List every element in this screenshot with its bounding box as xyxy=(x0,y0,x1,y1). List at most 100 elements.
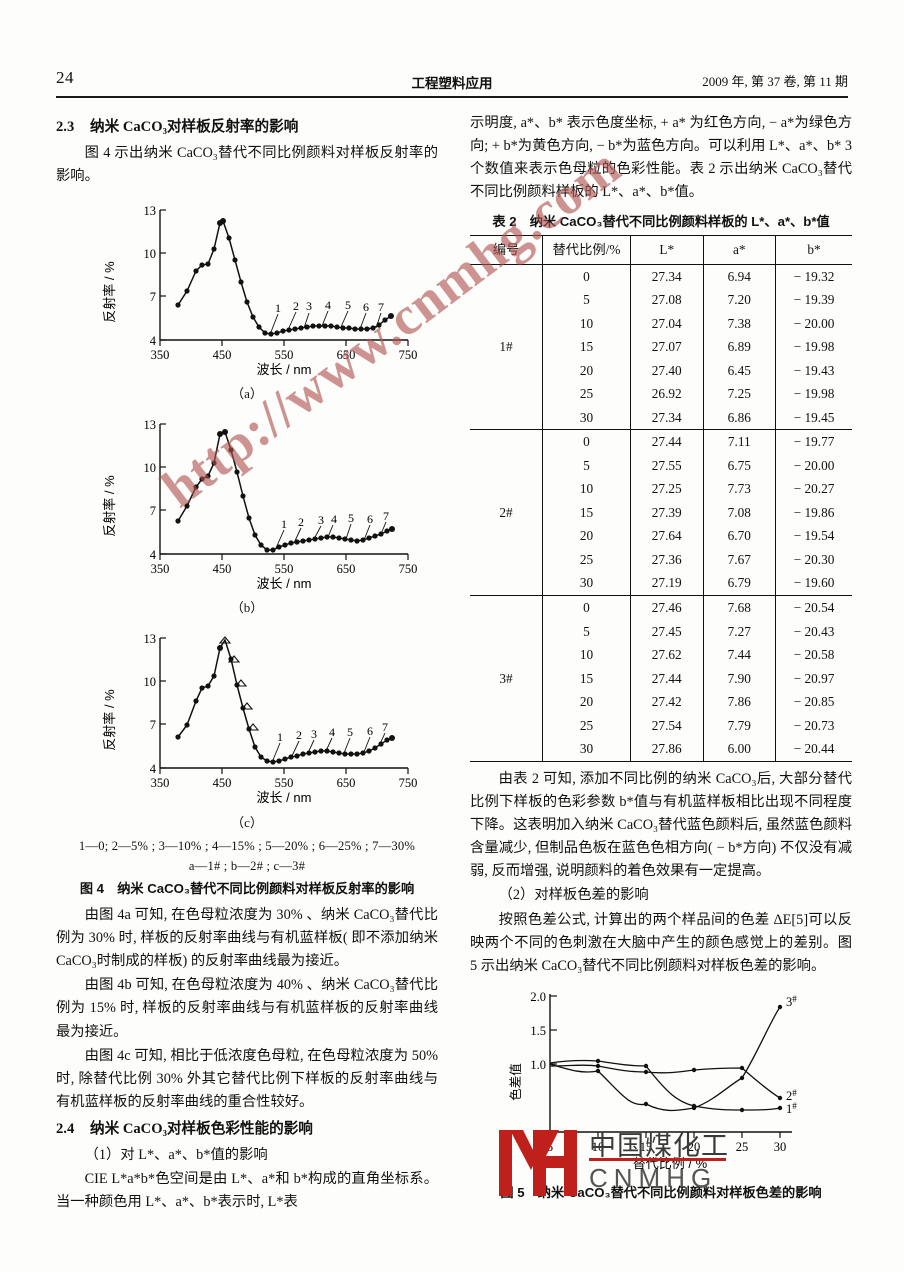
cell-a: 6.79 xyxy=(702,571,776,596)
cell-b: − 20.43 xyxy=(775,619,852,644)
cell-a: 7.38 xyxy=(702,311,776,336)
cell-ratio: 0 xyxy=(542,595,631,620)
svg-text:5: 5 xyxy=(345,298,351,312)
svg-text:4: 4 xyxy=(150,334,157,348)
col-header-ratio: 替代比例/% xyxy=(542,235,631,265)
table-row: 2# 0 27.44 7.11 − 19.77 xyxy=(470,429,852,520)
cell-L: 27.08 xyxy=(629,288,704,312)
cell-L: 27.64 xyxy=(629,524,704,548)
cell-ratio: 25 xyxy=(542,547,631,572)
paragraph-fig4a: 由图 4a 可知, 在色母粒浓度为 30% 、纳米 CaCO₃替代比例为 30%… xyxy=(56,906,438,970)
cell-b: − 19.43 xyxy=(775,358,852,383)
cell-b: − 19.45 xyxy=(775,405,852,430)
cell-a: 7.11 xyxy=(702,429,776,454)
cell-ratio: 30 xyxy=(542,737,631,762)
cell-a: 6.45 xyxy=(702,358,776,383)
cell-ratio: 10 xyxy=(542,643,631,667)
table-row: 5 27.08 7.20 − 19.39 xyxy=(470,288,852,312)
series-label-2: 2# xyxy=(786,1088,797,1103)
cell-L: 27.40 xyxy=(629,358,704,383)
paragraph-item-1: （1）对 L*、a*、b*值的影响 xyxy=(84,1146,268,1163)
table-row: 15 27.39 7.08 − 19.86 xyxy=(470,500,852,525)
svg-text:7: 7 xyxy=(378,300,384,314)
cell-L: 27.44 xyxy=(629,429,704,454)
figure5-caption: 图 5 纳米 CaCO₃替代不同比例颜料对样板色差的影响 xyxy=(500,1185,822,1201)
figure4-legend-line1: 1—0; 2—5% ; 3—10% ; 4—15% ; 5—20% ; 6—25… xyxy=(78,838,416,853)
cell-a: 7.79 xyxy=(702,713,776,738)
group-label: 1# xyxy=(499,339,513,355)
svg-text:6: 6 xyxy=(367,724,373,738)
table-row: 30 27.86 6.00 − 20.44 xyxy=(470,737,852,762)
cell-a: 7.08 xyxy=(702,500,776,525)
cell-a: 6.86 xyxy=(702,405,776,430)
page-number: 24 xyxy=(56,68,74,87)
svg-text:2: 2 xyxy=(298,515,304,529)
x-axis-label: 替代比例 / % xyxy=(633,1156,708,1171)
cell-ratio: 25 xyxy=(542,382,631,406)
cell-b: − 19.98 xyxy=(775,382,852,406)
svg-text:7: 7 xyxy=(150,718,156,732)
svg-text:550: 550 xyxy=(275,562,294,576)
cell-L: 27.86 xyxy=(629,737,704,762)
header-rule xyxy=(56,96,848,98)
cell-ratio: 5 xyxy=(542,453,631,478)
cell-a: 7.68 xyxy=(702,595,776,620)
cell-b: − 20.44 xyxy=(775,737,852,762)
section-heading-2-4: 2.4 纳米 CaCO₃对样板色彩性能的影响 xyxy=(56,1118,438,1142)
spectrum-curve xyxy=(177,431,393,551)
paragraph-fig4b: 由图 4b 可知, 在色母粒浓度为 40% 、纳米 CaCO₃替代比例为 15%… xyxy=(56,977,438,1040)
x-axis-label: 波长 / nm xyxy=(257,576,312,591)
cell-a: 7.67 xyxy=(702,547,776,572)
cell-ratio: 5 xyxy=(542,288,631,312)
spectrum-markers xyxy=(175,217,394,337)
cell-a: 6.00 xyxy=(702,737,776,762)
svg-text:1: 1 xyxy=(281,517,287,531)
cell-L: 27.25 xyxy=(629,477,704,501)
x-tick-labels: 350 450 550 650 750 xyxy=(151,776,418,790)
table-row: 10 27.04 7.38 − 20.00 xyxy=(470,311,852,336)
page-header: 24 工程塑料应用 2009 年, 第 37 卷, 第 11 期 xyxy=(56,66,848,100)
table-row: 5 27.55 6.75 − 20.00 xyxy=(470,453,852,478)
table-row: 20 27.42 7.86 − 20.85 xyxy=(470,690,852,714)
series-2-curve xyxy=(549,1064,781,1099)
figure4-caption: 图 4 纳米 CaCO₃替代不同比例颜料对样板反射率的影响 xyxy=(79,881,415,897)
table-row: 20 27.40 6.45 − 19.43 xyxy=(470,358,852,383)
svg-text:10: 10 xyxy=(144,461,157,475)
cell-a: 7.20 xyxy=(702,288,776,312)
issue-info: 2009 年, 第 37 卷, 第 11 期 xyxy=(702,74,848,89)
cell-a: 6.89 xyxy=(702,335,776,359)
subcaption-b: （b） xyxy=(230,600,264,616)
cell-a: 7.25 xyxy=(702,382,776,406)
group-label: 3# xyxy=(499,670,513,686)
svg-text:3: 3 xyxy=(306,299,312,313)
table-2-caption: 表 2 纳米 CaCO₃替代不同比例颜料样板的 L*、a*、b*值 xyxy=(492,213,830,229)
col-header-b: b* xyxy=(775,235,852,265)
cell-b: − 20.00 xyxy=(775,311,852,336)
cell-L: 27.36 xyxy=(629,547,704,572)
cell-a: 6.94 xyxy=(702,264,776,289)
cell-ratio: 0 xyxy=(542,429,631,454)
series-label-3: 3# xyxy=(786,994,797,1009)
svg-text:1: 1 xyxy=(277,730,283,744)
svg-text:2.0: 2.0 xyxy=(530,990,546,1004)
cell-L: 27.39 xyxy=(629,500,704,525)
figure-4: 反射率 / % 13 10 7 4 xyxy=(56,192,438,900)
svg-text:1: 1 xyxy=(275,301,281,315)
section-title: 纳米 CaCO₃对样板色彩性能的影响 xyxy=(90,1121,313,1138)
cell-a: 7.86 xyxy=(702,690,776,714)
table-row: 10 27.25 7.73 − 20.27 xyxy=(470,477,852,501)
svg-text:25: 25 xyxy=(736,1140,749,1154)
cell-ratio: 20 xyxy=(542,524,631,548)
cell-L: 27.07 xyxy=(629,335,704,359)
cell-L: 27.45 xyxy=(629,619,704,644)
cell-L: 27.46 xyxy=(629,595,704,620)
table-row: 3# 0 27.46 7.68 − 20.54 xyxy=(470,595,852,686)
table-row: 15 27.07 6.89 − 19.98 xyxy=(470,335,852,359)
cell-b: − 20.97 xyxy=(775,666,852,691)
paragraph-cie: CIE L*a*b*色空间是由 L*、a*和 b*构成的直角坐标系。当一种颜色用… xyxy=(56,1170,438,1211)
svg-text:4: 4 xyxy=(331,512,337,526)
x-tick-labels: 350 450 550 650 750 xyxy=(151,348,418,362)
svg-text:7: 7 xyxy=(382,720,388,734)
svg-text:650: 650 xyxy=(337,348,356,362)
spectrum-curve xyxy=(177,638,393,764)
